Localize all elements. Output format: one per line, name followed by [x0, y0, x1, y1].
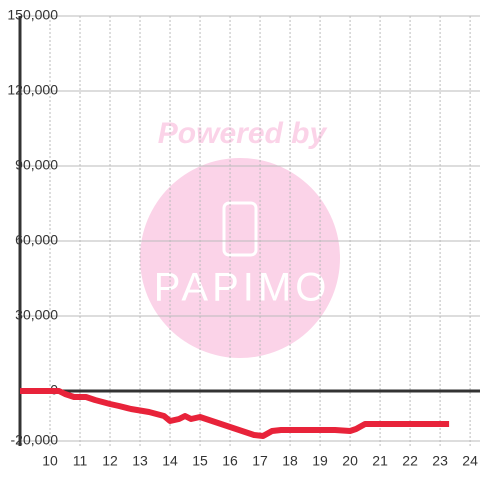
x-tick-label: 23 [432, 453, 448, 469]
y-tick-label: 150,000 [7, 7, 58, 23]
y-tick-label: 90,000 [15, 157, 58, 173]
x-tick-label: 19 [312, 453, 328, 469]
x-tick-label: 24 [462, 453, 478, 469]
x-tick-label: 14 [162, 453, 178, 469]
line [20, 388, 450, 439]
x-tick-label: 22 [402, 453, 418, 469]
watermark-logo: PAPIMO [154, 266, 331, 310]
y-tick-label: 30,000 [15, 307, 58, 323]
x-tick-label: 12 [102, 453, 118, 469]
watermark-text: Powered by [158, 117, 328, 150]
x-tick-label: 21 [372, 453, 388, 469]
x-tick-label: 11 [73, 453, 88, 469]
x-tick-label: 17 [252, 453, 268, 469]
x-tick-label: 20 [342, 453, 358, 469]
y-tick-label: 60,000 [15, 232, 58, 248]
x-tick-label: 10 [42, 453, 58, 469]
y-tick-label: 120,000 [7, 82, 58, 98]
x-tick-label: 18 [282, 453, 298, 469]
x-tick-label: 16 [222, 453, 238, 469]
y-tick-label: -20,000 [11, 432, 59, 448]
x-tick-label: 13 [132, 453, 148, 469]
watermark-phone [222, 201, 258, 257]
x-tick-label: 15 [192, 453, 208, 469]
